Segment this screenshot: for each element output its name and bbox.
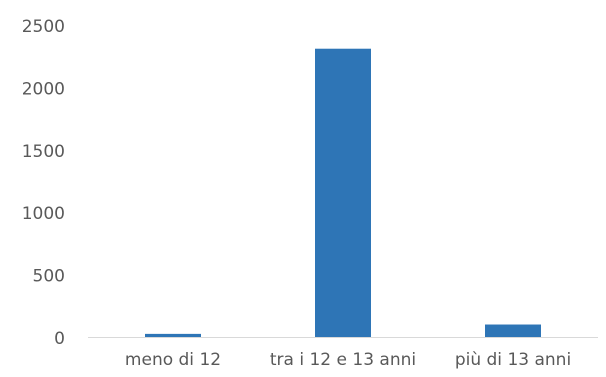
x-tick-label: più di 13 anni [455, 350, 571, 370]
x-tick-label: meno di 12 [125, 350, 221, 370]
y-tick-label: 2500 [22, 17, 65, 37]
bar [485, 324, 541, 337]
bar-series [145, 48, 541, 337]
y-tick-label: 1500 [22, 142, 65, 162]
bar [315, 48, 371, 337]
x-axis: meno di 12 tra i 12 e 13 anni più di 13 an… [125, 350, 571, 370]
y-axis: 0 500 1000 1500 2000 2500 [22, 17, 65, 349]
y-tick-label: 2000 [22, 79, 65, 99]
y-tick-label: 500 [33, 267, 65, 287]
x-tick-label: tra i 12 e 13 anni [270, 350, 416, 370]
bar [145, 333, 201, 337]
y-tick-label: 1000 [22, 204, 65, 224]
y-tick-label: 0 [54, 329, 65, 349]
